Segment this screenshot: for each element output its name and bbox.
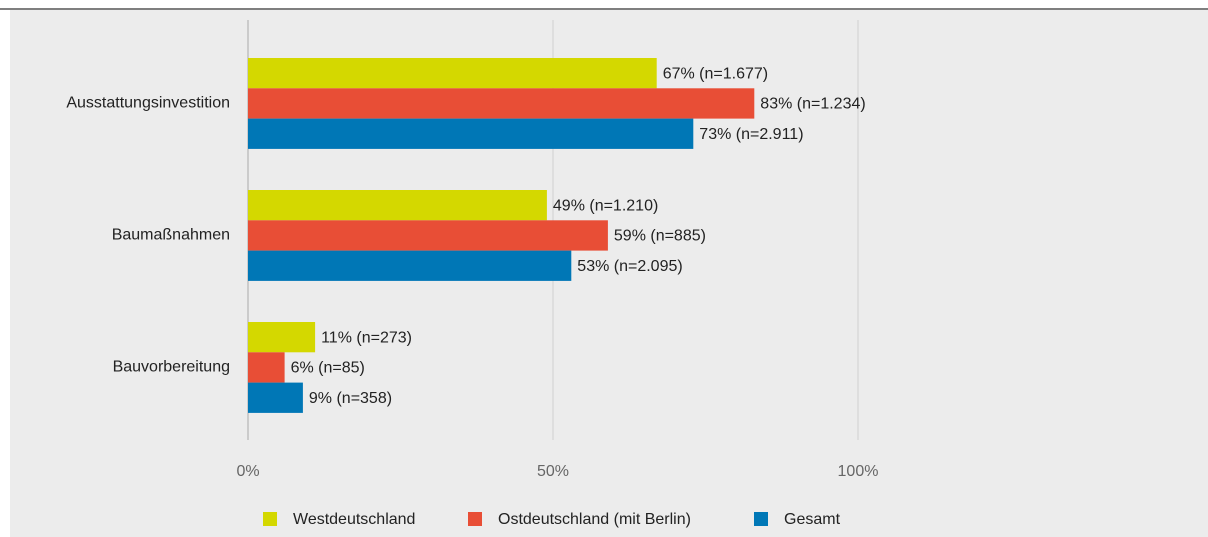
category-label: Ausstattungsinvestition [66,95,230,112]
value-label: 49% (n=1.210) [553,197,658,214]
value-label: 53% (n=2.095) [577,258,682,275]
bar [248,322,316,353]
bar [248,190,547,221]
value-label: 59% (n=885) [614,228,706,245]
value-label: 6% (n=85) [291,360,365,377]
value-label: 83% (n=1.234) [760,96,865,113]
bar [248,88,755,119]
legend-label: Ostdeutschland (mit Berlin) [498,511,691,528]
value-label: 67% (n=1.677) [663,65,768,82]
category-label: Bauvorbereitung [113,359,230,376]
legend-swatch [468,512,482,526]
x-tick-label: 50% [537,463,569,480]
bar [248,382,303,413]
legend-swatch [754,512,768,526]
value-label: 11% (n=273) [321,329,412,346]
x-tick-label: 100% [838,463,879,480]
legend-swatch [263,512,277,526]
legend-label: Gesamt [784,511,841,528]
category-label: Baumaßnahmen [112,227,230,244]
bar [248,118,694,149]
bar [248,220,608,251]
bar [248,58,657,89]
value-label: 73% (n=2.911) [699,126,803,143]
bar [248,352,285,383]
value-label: 9% (n=358) [309,390,392,407]
legend-label: Westdeutschland [293,511,415,528]
x-tick-label: 0% [236,463,259,480]
bar [248,250,572,281]
